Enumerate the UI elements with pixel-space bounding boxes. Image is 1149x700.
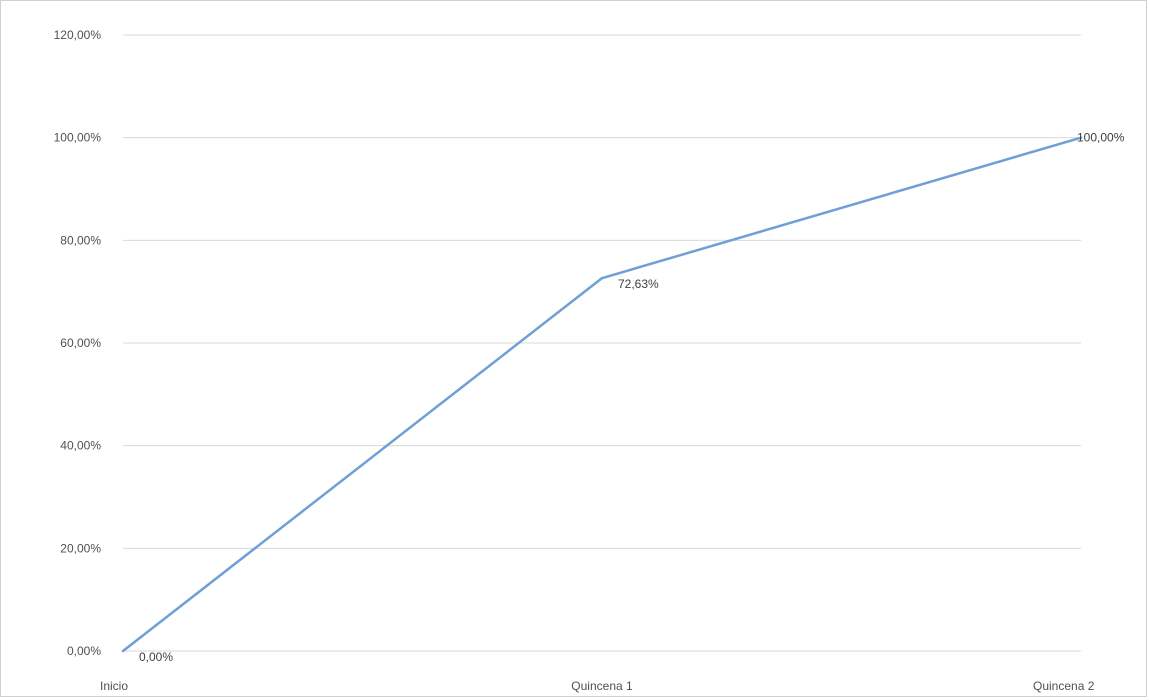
x-tick-label: Quincena 1	[571, 679, 633, 693]
x-tick-label: Inicio	[100, 679, 128, 693]
data-label: 72,63%	[618, 277, 659, 291]
y-tick-label: 80,00%	[60, 233, 101, 247]
data-point	[600, 276, 604, 280]
y-tick-label: 60,00%	[60, 336, 101, 350]
data-label: 100,00%	[1077, 131, 1125, 145]
data-point	[121, 649, 125, 653]
x-axis-ticks: Inicio Quincena 1 Quincena 2	[100, 679, 1095, 693]
series-group	[121, 136, 1083, 653]
data-label: 0,00%	[139, 650, 173, 664]
y-tick-label: 0,00%	[67, 644, 101, 658]
data-labels: 0,00% 72,63% 100,00%	[139, 131, 1125, 664]
gridlines	[123, 34, 1081, 652]
series-line	[121, 136, 1083, 653]
x-tick-label: Quincena 2	[1033, 679, 1095, 693]
y-tick-label: 100,00%	[54, 131, 102, 145]
y-axis-ticks: 0,00% 20,00% 40,00% 60,00% 80,00% 100,00% 120,…	[54, 28, 102, 658]
y-tick-label: 120,00%	[54, 28, 102, 42]
data-point	[1079, 136, 1083, 139]
y-tick-label: 20,00%	[60, 541, 101, 555]
y-tick-label: 40,00%	[60, 439, 101, 453]
